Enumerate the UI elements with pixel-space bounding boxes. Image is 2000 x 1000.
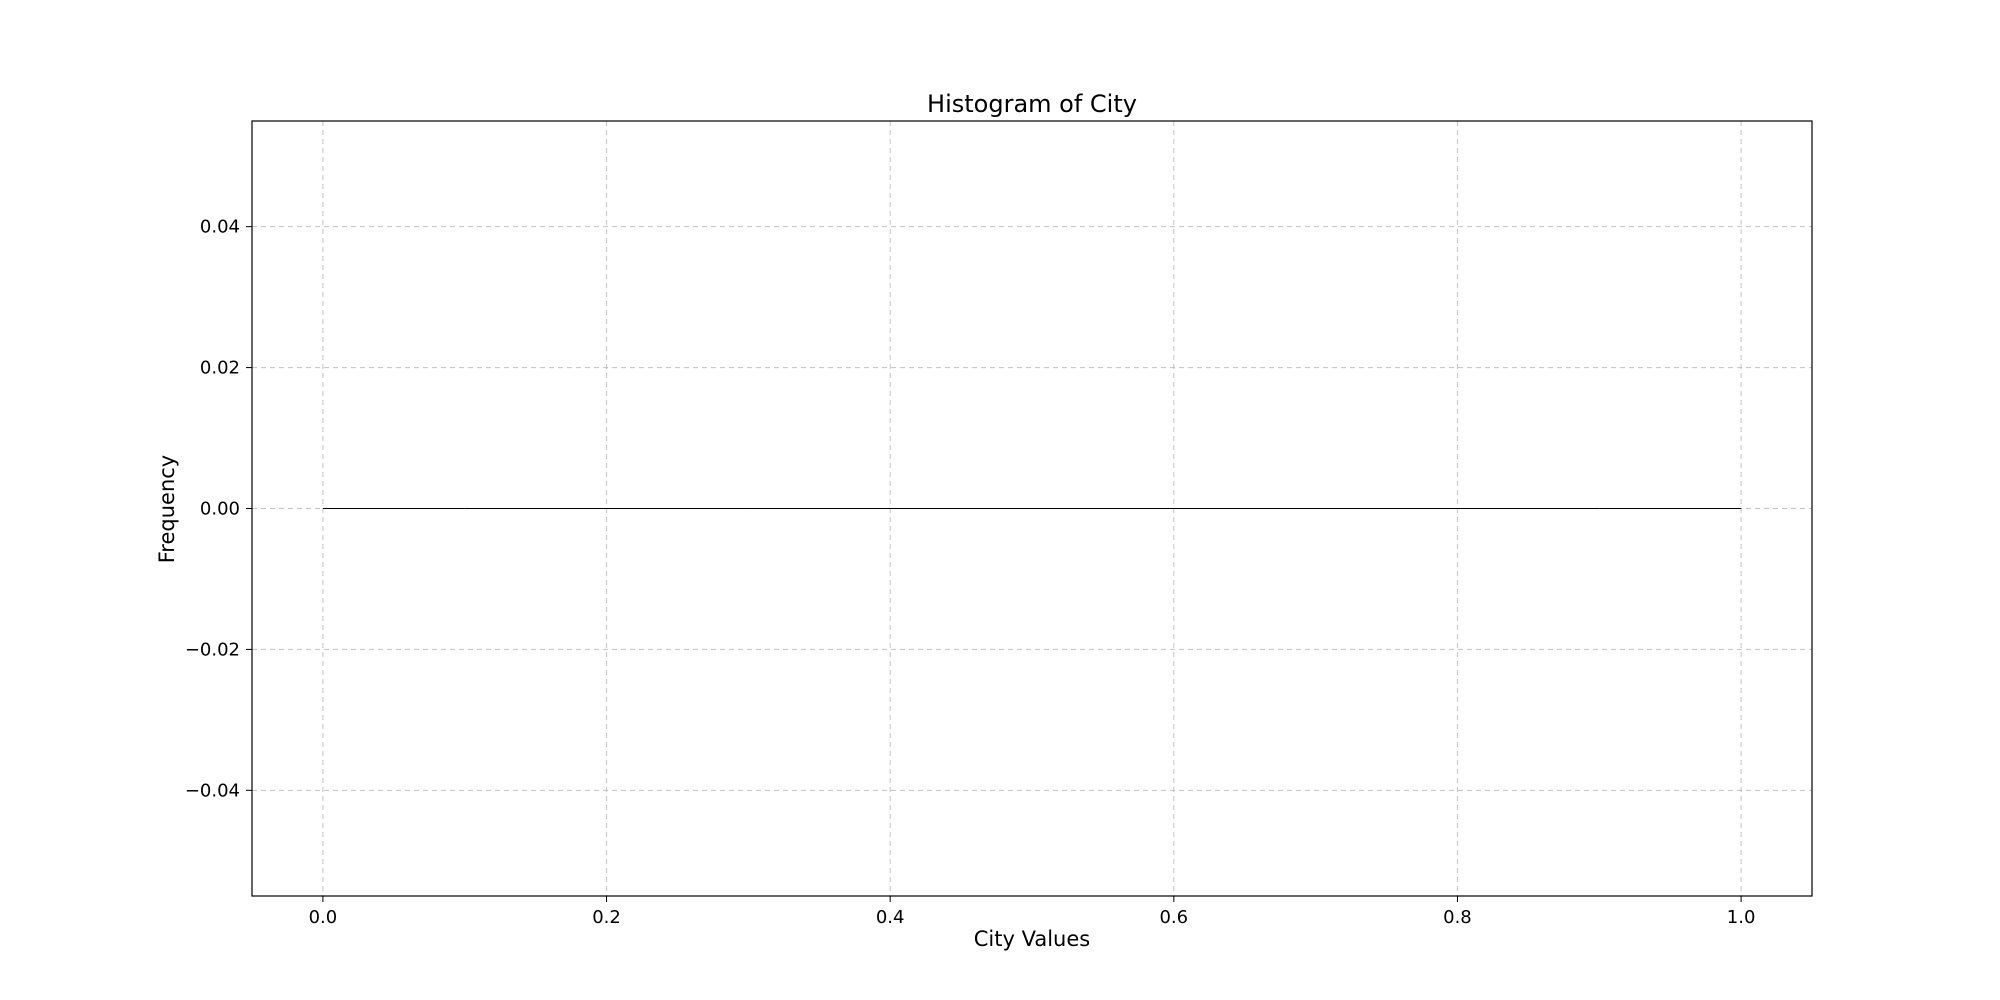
y-tick-label: 0.00 (200, 499, 240, 520)
x-axis-label: City Values (974, 927, 1090, 951)
y-tick-label: −0.04 (185, 780, 240, 801)
y-axis-label: Frequency (155, 455, 179, 564)
y-tick-label: −0.02 (185, 639, 240, 660)
x-tick-label: 0.0 (309, 907, 338, 928)
x-tick-label: 0.8 (1443, 907, 1472, 928)
x-tick-label: 0.6 (1159, 907, 1188, 928)
y-tick-label: 0.02 (200, 358, 240, 379)
y-axis: 0.04 0.02 0.00 −0.02 −0.04 (185, 217, 252, 801)
x-tick-label: 1.0 (1727, 907, 1756, 928)
x-tick-label: 0.4 (876, 907, 905, 928)
x-axis: 0.0 0.2 0.4 0.6 0.8 1.0 (309, 896, 1756, 928)
y-tick-label: 0.04 (200, 217, 240, 238)
chart-title: Histogram of City (927, 90, 1137, 118)
x-tick-label: 0.2 (592, 907, 621, 928)
